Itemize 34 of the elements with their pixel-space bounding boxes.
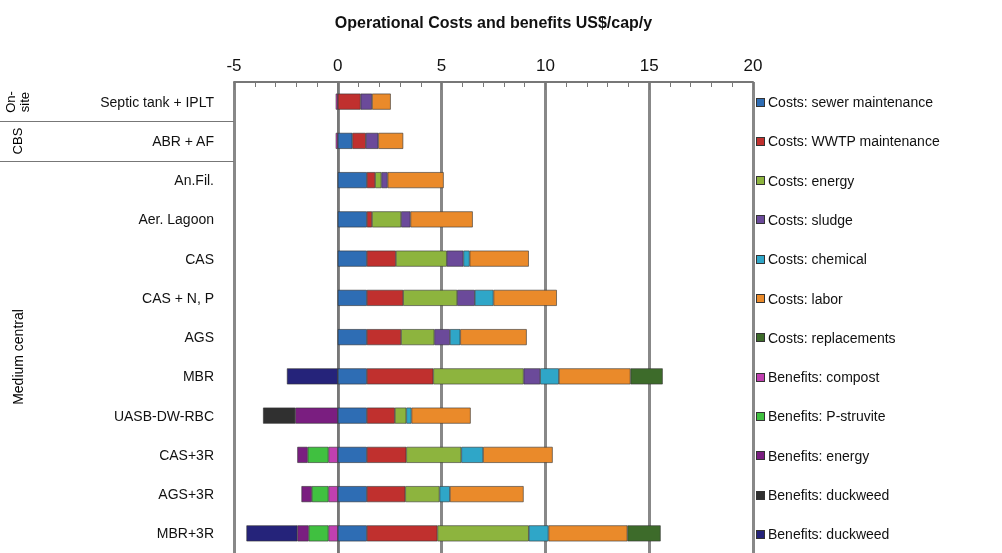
y-tick-label: CAS bbox=[185, 250, 214, 267]
legend-label: Costs: WWTP maintenance bbox=[768, 133, 940, 150]
y-tick-label: CAS+3R bbox=[159, 446, 214, 463]
x-tick-label: 20 bbox=[743, 56, 763, 75]
x-tick-label: 10 bbox=[535, 56, 555, 75]
text: Medium central bbox=[10, 308, 26, 405]
legend-label: Costs: sewer maintenance bbox=[768, 94, 933, 110]
legend-label: Benefits: duckweed bbox=[768, 487, 890, 503]
x-tick-label: 5 bbox=[436, 56, 447, 75]
legend-label: Benefits: compost bbox=[768, 369, 880, 386]
legend-label: Costs: sludge bbox=[768, 211, 853, 228]
y-tick-label: MBR bbox=[182, 368, 214, 385]
text: CBS bbox=[10, 126, 25, 157]
y-tick-label: AGS+3R bbox=[158, 486, 214, 503]
legend-label: Benefits: duckweed bbox=[768, 526, 890, 543]
legend-label: Benefits: P-struvite bbox=[768, 408, 886, 425]
y-tick-label: An.Fil. bbox=[174, 172, 214, 189]
y-tick-label: AGS bbox=[184, 329, 214, 346]
legend-label: Costs: replacements bbox=[768, 329, 896, 346]
y-tick-label: ABR + AF bbox=[152, 132, 214, 149]
y-tick-label: CAS + N, P bbox=[142, 289, 214, 306]
legend-label: Benefits: energy bbox=[768, 447, 870, 464]
legend-label: Costs: chemical bbox=[768, 251, 867, 268]
legend-label: Costs: energy bbox=[768, 172, 855, 189]
x-tick-label: -5 bbox=[226, 56, 242, 75]
text: On-site bbox=[3, 89, 32, 115]
y-tick-label: Aer. Lagoon bbox=[138, 211, 214, 228]
x-axis-title: Operational Costs and benefits US$/cap/y bbox=[334, 13, 653, 31]
y-tick-label: UASB-DW-RBC bbox=[113, 407, 214, 424]
x-tick-label: 0 bbox=[333, 56, 343, 75]
y-tick-label: Septic tank + IPLT bbox=[100, 93, 215, 110]
x-tick-label: 15 bbox=[639, 56, 659, 75]
y-tick-label: MBR+3R bbox=[156, 525, 214, 542]
legend-label: Costs: labor bbox=[768, 290, 843, 307]
